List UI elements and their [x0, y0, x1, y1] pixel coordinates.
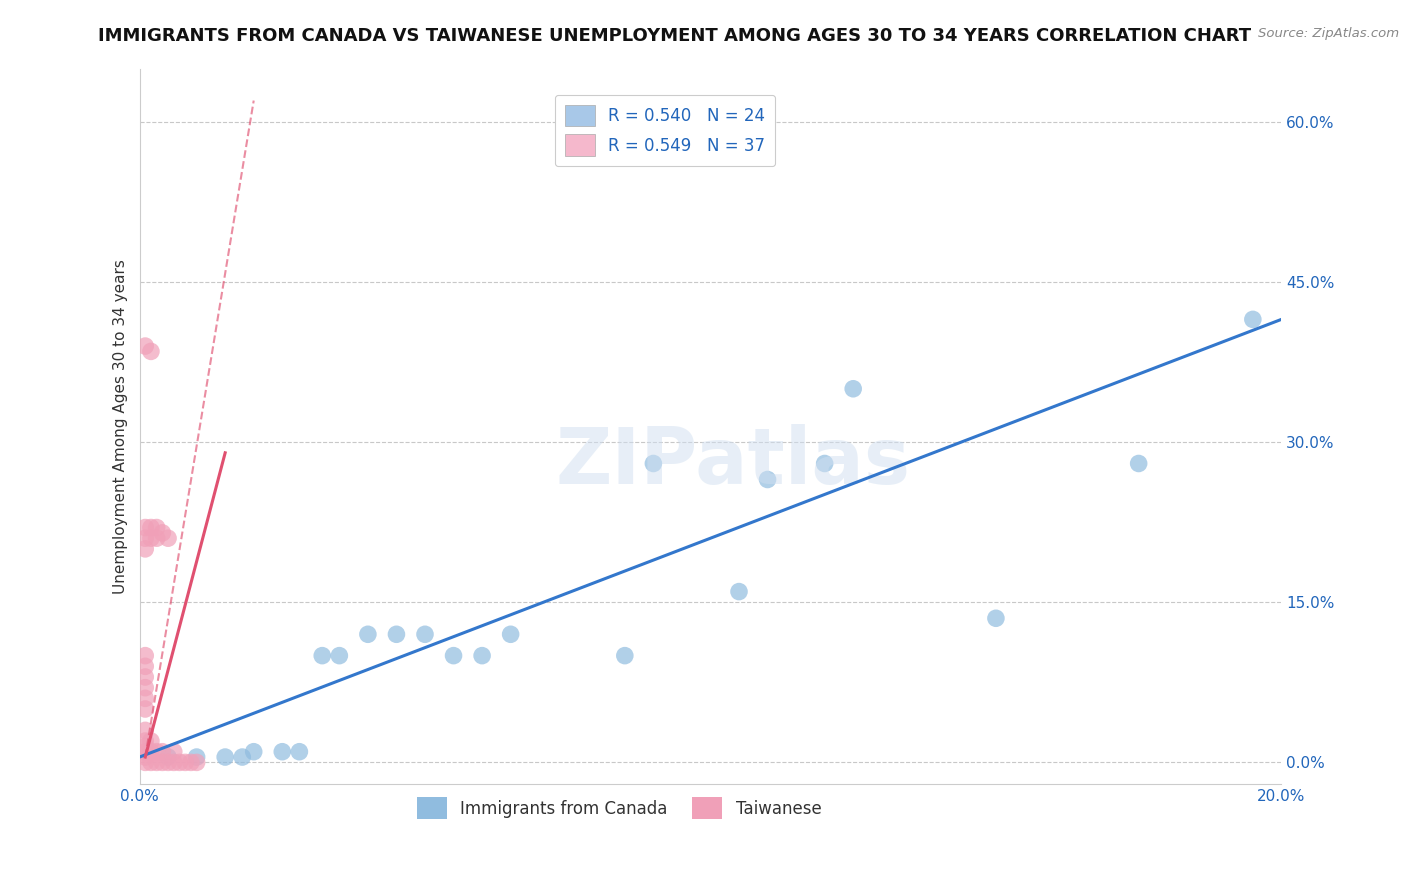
- Point: [134, 541, 156, 556]
- Point: [134, 339, 156, 353]
- Point: [1128, 457, 1150, 471]
- Point: [145, 745, 167, 759]
- Point: [984, 611, 1007, 625]
- Point: [145, 520, 167, 534]
- Point: [134, 520, 156, 534]
- Point: [139, 756, 162, 770]
- Point: [163, 745, 186, 759]
- Point: [150, 525, 173, 540]
- Point: [231, 750, 253, 764]
- Point: [139, 745, 162, 759]
- Point: [814, 457, 837, 471]
- Point: [134, 723, 156, 738]
- Point: [1241, 312, 1264, 326]
- Text: ZIPatlas: ZIPatlas: [555, 424, 911, 500]
- Point: [443, 648, 465, 663]
- Point: [471, 648, 494, 663]
- Point: [145, 756, 167, 770]
- Point: [728, 584, 751, 599]
- Point: [157, 750, 180, 764]
- Point: [150, 745, 173, 759]
- Point: [186, 756, 208, 770]
- Point: [613, 648, 636, 663]
- Point: [271, 745, 294, 759]
- Point: [134, 750, 156, 764]
- Point: [134, 648, 156, 663]
- Point: [174, 756, 197, 770]
- Point: [242, 745, 264, 759]
- Point: [643, 457, 665, 471]
- Point: [134, 702, 156, 716]
- Point: [413, 627, 436, 641]
- Point: [385, 627, 408, 641]
- Point: [157, 756, 180, 770]
- Point: [134, 739, 156, 754]
- Text: IMMIGRANTS FROM CANADA VS TAIWANESE UNEMPLOYMENT AMONG AGES 30 TO 34 YEARS CORRE: IMMIGRANTS FROM CANADA VS TAIWANESE UNEM…: [98, 27, 1251, 45]
- Y-axis label: Unemployment Among Ages 30 to 34 years: Unemployment Among Ages 30 to 34 years: [114, 259, 128, 593]
- Point: [134, 670, 156, 684]
- Point: [139, 734, 162, 748]
- Text: Source: ZipAtlas.com: Source: ZipAtlas.com: [1258, 27, 1399, 40]
- Point: [288, 745, 311, 759]
- Point: [150, 756, 173, 770]
- Point: [157, 531, 180, 545]
- Point: [756, 473, 779, 487]
- Point: [134, 734, 156, 748]
- Point: [186, 750, 208, 764]
- Point: [163, 756, 186, 770]
- Point: [842, 382, 865, 396]
- Point: [328, 648, 350, 663]
- Point: [134, 756, 156, 770]
- Point: [134, 745, 156, 759]
- Point: [169, 756, 191, 770]
- Point: [139, 520, 162, 534]
- Point: [499, 627, 522, 641]
- Point: [145, 531, 167, 545]
- Point: [180, 756, 202, 770]
- Point: [214, 750, 236, 764]
- Point: [134, 531, 156, 545]
- Point: [134, 659, 156, 673]
- Point: [139, 531, 162, 545]
- Point: [134, 691, 156, 706]
- Point: [311, 648, 333, 663]
- Point: [139, 344, 162, 359]
- Legend: Immigrants from Canada, Taiwanese: Immigrants from Canada, Taiwanese: [411, 790, 828, 825]
- Point: [134, 681, 156, 695]
- Point: [357, 627, 380, 641]
